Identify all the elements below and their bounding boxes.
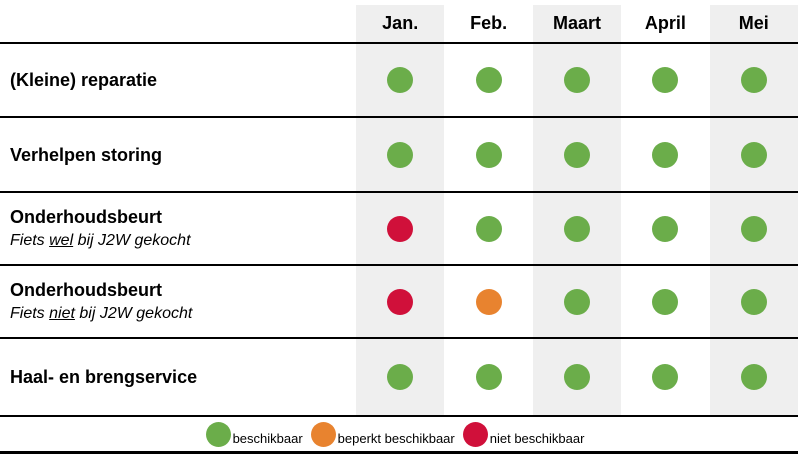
legend-dot-available: [205, 421, 231, 447]
status-dot-available: [652, 364, 679, 390]
status-dot-unavailable: [387, 288, 414, 315]
availability-cell: [709, 193, 798, 264]
table-row: (Kleine) reparatie: [0, 44, 798, 118]
status-dot-available: [563, 364, 590, 390]
availability-cell: [356, 118, 445, 191]
service-name: Onderhoudsbeurt: [10, 280, 162, 300]
service-subtitle: Fiets wel bij J2W gekocht: [10, 232, 191, 249]
status-dot-available: [475, 141, 502, 168]
availability-cell: [532, 266, 622, 337]
availability-cell: [444, 118, 532, 191]
service-name: Verhelpen storing: [10, 144, 163, 165]
status-dot-available: [387, 67, 414, 93]
service-label-cell: Onderhoudsbeurt Fiets niet bij J2W gekoch…: [0, 266, 356, 337]
availability-table: Jan. Feb. Maart April Mei (Kleine) reparatie V…: [0, 0, 798, 417]
legend-item-unavailable: niet beschikbaar: [462, 421, 585, 447]
table-row: Verhelpen storing: [0, 118, 798, 193]
availability-cell: [444, 339, 532, 415]
legend-item-available: beschikbaar: [205, 421, 303, 447]
service-label-cell: Onderhoudsbeurt Fiets wel bij J2W gekocht: [0, 193, 356, 264]
availability-cell: [356, 193, 445, 264]
availability-cell: [621, 193, 709, 264]
month-header-maart: Maart: [532, 0, 622, 42]
availability-cell: [621, 118, 709, 191]
service-label-cell: Verhelpen storing: [0, 118, 356, 191]
availability-cell: [621, 44, 709, 116]
service-name: (Kleine) reparatie: [10, 70, 158, 90]
corner-cell: [0, 0, 356, 42]
legend-item-limited: beperkt beschikbaar: [310, 421, 455, 447]
month-header-mei: Mei: [709, 0, 798, 42]
availability-cell: [444, 193, 532, 264]
status-dot-available: [563, 141, 590, 168]
status-dot-available: [563, 288, 590, 315]
service-name: Haal- en brengservice: [10, 367, 198, 387]
service-subtitle: Fiets niet bij J2W gekocht: [10, 305, 193, 322]
underlined-word: wel: [49, 232, 74, 249]
month-header-feb: Feb.: [470, 12, 508, 33]
availability-cell: [356, 44, 445, 116]
availability-cell: [532, 193, 622, 264]
legend-dot-unavailable: [462, 421, 488, 447]
availability-cell: [532, 339, 622, 415]
availability-cell: [444, 266, 532, 337]
availability-cell: [532, 118, 622, 191]
status-dot-available: [740, 364, 767, 390]
service-label-cell: Haal- en brengservice: [0, 339, 356, 415]
status-dot-available: [475, 364, 502, 390]
legend: beschikbaar beperkt beschikbaar niet besch…: [0, 417, 798, 454]
table-row: Onderhoudsbeurt Fiets niet bij J2W gekoch…: [0, 266, 798, 339]
legend-label: beschikbaar: [232, 430, 303, 446]
availability-cell: [709, 266, 798, 337]
availability-cell: [709, 44, 798, 116]
service-label-cell: (Kleine) reparatie: [0, 44, 356, 116]
availability-cell: [709, 339, 798, 415]
status-dot-available: [652, 67, 679, 93]
status-dot-available: [652, 215, 679, 242]
availability-cell: [621, 339, 709, 415]
status-dot-available: [475, 67, 502, 93]
status-dot-available: [387, 141, 414, 168]
status-dot-available: [652, 288, 679, 315]
month-header-jan: Jan.: [356, 0, 445, 42]
month-header-april: April: [644, 12, 686, 33]
availability-cell: [621, 266, 709, 337]
status-dot-available: [740, 141, 767, 168]
availability-cell: [356, 266, 445, 337]
legend-label: beperkt beschikbaar: [337, 430, 455, 446]
status-dot-available: [740, 288, 767, 315]
availability-cell: [444, 44, 532, 116]
availability-cell: [709, 118, 798, 191]
table-row: Haal- en brengservice: [0, 339, 798, 417]
status-dot-limited: [475, 288, 502, 315]
status-dot-available: [652, 141, 679, 168]
status-dot-available: [740, 67, 767, 93]
status-dot-available: [387, 364, 414, 390]
status-dot-available: [740, 215, 767, 242]
legend-dot-limited: [310, 421, 336, 447]
status-dot-available: [475, 215, 502, 242]
availability-cell: [532, 44, 622, 116]
table-header-row: Jan. Feb. Maart April Mei: [0, 0, 798, 44]
status-dot-available: [563, 67, 590, 93]
underlined-word: niet: [49, 305, 75, 322]
legend-label: niet beschikbaar: [489, 430, 585, 446]
status-dot-available: [563, 215, 590, 242]
availability-cell: [356, 339, 445, 415]
table-row: Onderhoudsbeurt Fiets wel bij J2W gekocht: [0, 193, 798, 266]
service-name: Onderhoudsbeurt: [10, 207, 162, 227]
status-dot-unavailable: [387, 215, 414, 242]
